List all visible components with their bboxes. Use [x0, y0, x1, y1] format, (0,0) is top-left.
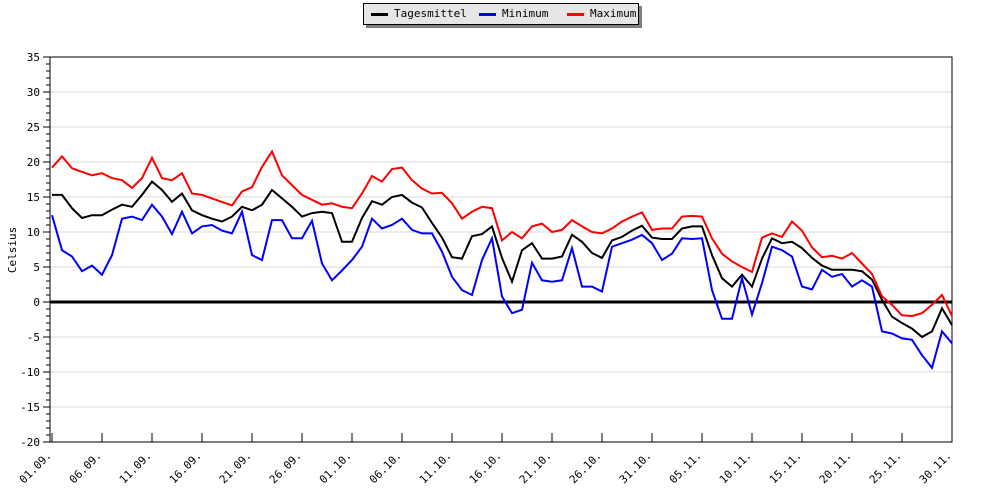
x-tick-label: 06.10. [367, 449, 404, 486]
legend-label-maximum: Maximum [590, 7, 637, 20]
legend-item-tagesmittel: Tagesmittel [371, 4, 467, 24]
minimum-line-swatch-icon [479, 12, 496, 16]
y-tick-label: -5 [27, 331, 40, 344]
y-tick-label: 30 [27, 86, 40, 99]
y-tick-label: -10 [20, 366, 40, 379]
x-tick-label: 30.11. [917, 449, 954, 486]
y-tick-label: 15 [27, 191, 40, 204]
x-tick-label: 01.09. [17, 449, 54, 486]
y-axis-label: Celsius [6, 227, 19, 273]
x-tick-label: 21.09. [217, 449, 254, 486]
x-tick-label: 25.11. [867, 449, 904, 486]
x-tick-label: 01.10. [317, 449, 354, 486]
series-line-minimum [51, 203, 953, 370]
x-tick-label: 21.10. [517, 449, 554, 486]
y-tick-label: 0 [33, 296, 40, 309]
x-tick-label: 06.09. [67, 449, 104, 486]
y-tick-label: 5 [33, 261, 40, 274]
x-tick-label: 26.10. [567, 449, 604, 486]
y-tick-label: 25 [27, 121, 40, 134]
x-tick-label: 10.11. [717, 449, 754, 486]
maximum-line-swatch-icon [567, 12, 584, 16]
legend-item-maximum: Maximum [567, 4, 636, 24]
x-tick-label: 15.11. [767, 449, 804, 486]
y-tick-label: -15 [20, 401, 40, 414]
y-tick-label: 35 [27, 51, 40, 64]
legend-item-minimum: Minimum [479, 4, 548, 24]
x-tick-label: 05.11. [667, 449, 704, 486]
x-tick-label: 16.10. [467, 449, 504, 486]
x-tick-label: 16.09. [167, 449, 204, 486]
x-tick-label: 26.09. [267, 449, 304, 486]
legend: Tagesmittel Minimum Maximum [363, 3, 639, 25]
x-tick-label: 11.10. [417, 449, 454, 486]
x-tick-label: 20.11. [817, 449, 854, 486]
y-tick-label: 10 [27, 226, 40, 239]
x-tick-label: 11.09. [117, 449, 154, 486]
plot-border [49, 56, 953, 443]
series-line-maximum [51, 149, 953, 318]
tagesmittel-line-swatch-icon [371, 12, 388, 16]
legend-label-tagesmittel: Tagesmittel [394, 7, 467, 20]
series-line-tagesmittel [52, 180, 953, 339]
y-tick-label: 20 [27, 156, 40, 169]
legend-label-minimum: Minimum [502, 7, 549, 20]
x-tick-label: 31.10. [617, 449, 654, 486]
y-tick-label: -20 [20, 436, 40, 449]
